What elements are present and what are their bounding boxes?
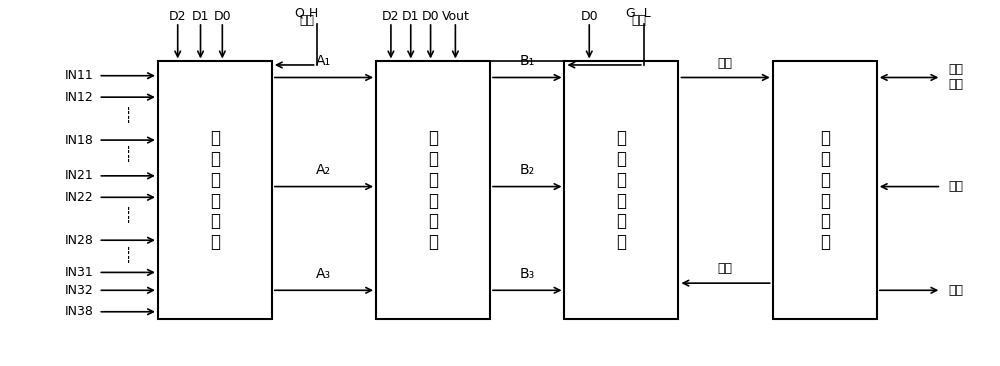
Text: 选通: 选通 [631, 14, 646, 27]
Text: IN28: IN28 [65, 234, 93, 247]
Text: 开出: 开出 [948, 284, 963, 297]
Text: 现场
总线: 现场 总线 [948, 63, 963, 92]
Bar [158, 61, 272, 319]
Text: B₃: B₃ [519, 267, 534, 281]
Text: IN32: IN32 [65, 284, 93, 297]
Text: 信
号
接
入
单
元: 信 号 接 入 单 元 [210, 129, 220, 251]
Text: D1: D1 [402, 10, 420, 23]
Text: IN31: IN31 [65, 266, 93, 279]
Text: ┊: ┊ [124, 107, 133, 123]
Text: D0: D0 [580, 10, 598, 23]
Text: 选控: 选控 [718, 262, 733, 275]
Text: IN38: IN38 [65, 305, 93, 318]
Text: A₂: A₂ [316, 164, 331, 178]
Text: ┊: ┊ [124, 207, 133, 223]
Text: A₁: A₁ [316, 55, 331, 68]
Text: B₁: B₁ [519, 55, 534, 68]
Text: IN12: IN12 [65, 91, 93, 104]
Text: IN21: IN21 [65, 169, 93, 182]
Text: A₃: A₃ [316, 267, 331, 281]
Bar [564, 61, 678, 319]
Text: IN22: IN22 [65, 191, 93, 204]
Bar [376, 61, 490, 319]
Text: ┊: ┊ [124, 247, 133, 262]
Text: D2: D2 [382, 10, 400, 23]
Text: D2: D2 [169, 10, 186, 23]
Text: B₂: B₂ [519, 164, 534, 178]
Text: 开入: 开入 [948, 180, 963, 193]
Text: ┊: ┊ [124, 146, 133, 163]
Text: Q H: Q H [295, 7, 318, 20]
Text: 嵌
入
式
微
电
脑: 嵌 入 式 微 电 脑 [820, 129, 830, 251]
Text: D0: D0 [214, 10, 231, 23]
Text: Vout: Vout [441, 10, 469, 23]
Text: 模出: 模出 [718, 57, 733, 70]
Text: G  L: G L [626, 7, 651, 20]
Text: IN11: IN11 [65, 69, 93, 82]
Text: 隔
离
放
大
单
元: 隔 离 放 大 单 元 [616, 129, 626, 251]
Bar [773, 61, 877, 319]
Text: 选通: 选通 [299, 14, 314, 27]
Text: IN18: IN18 [65, 134, 93, 146]
Text: D0: D0 [422, 10, 439, 23]
Text: 信
号
变
换
单
元: 信 号 变 换 单 元 [428, 129, 438, 251]
Text: D1: D1 [192, 10, 209, 23]
